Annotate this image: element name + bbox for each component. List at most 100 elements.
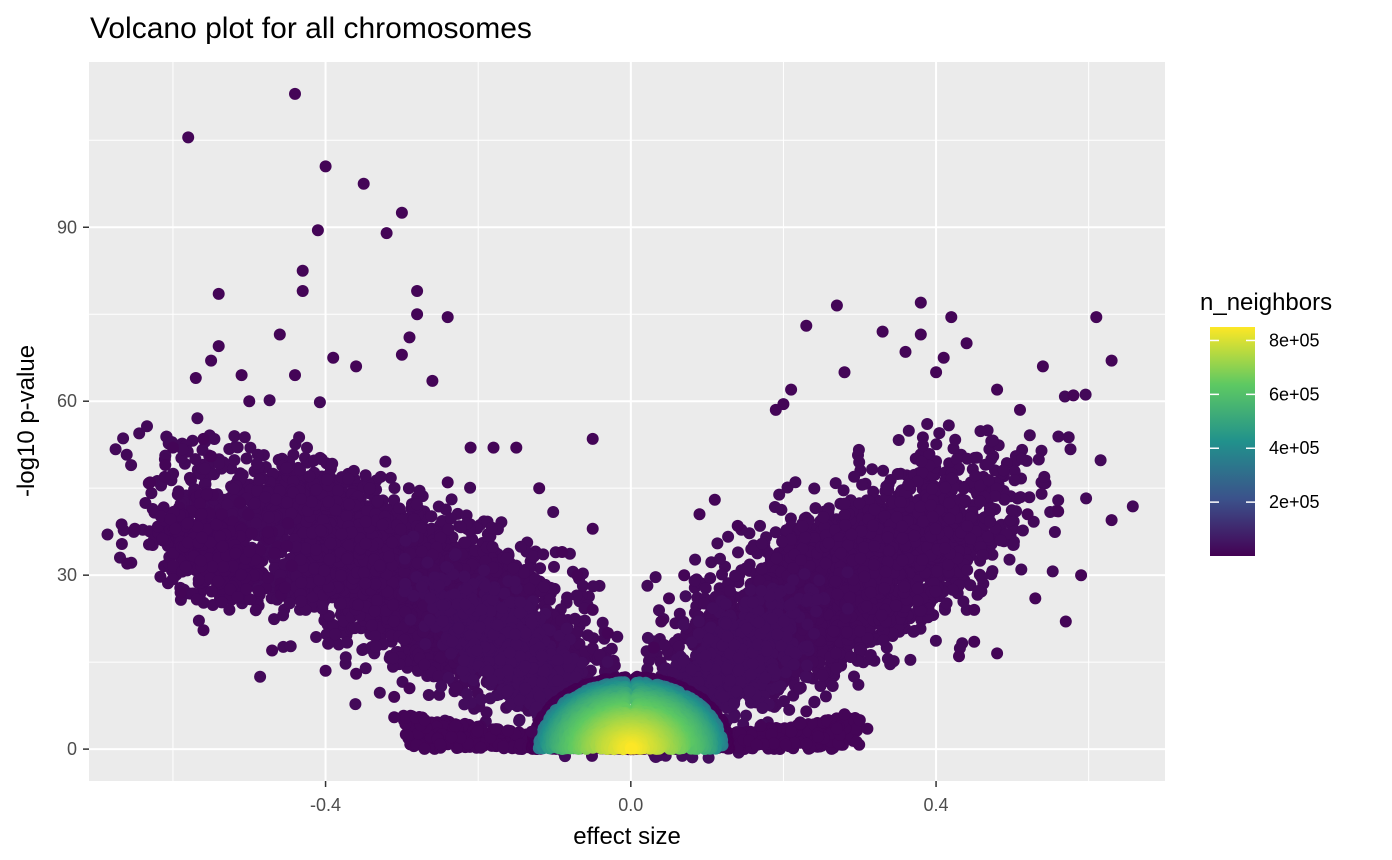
data-point bbox=[195, 508, 208, 521]
data-point bbox=[313, 396, 326, 409]
data-point bbox=[191, 412, 204, 425]
data-point bbox=[513, 694, 526, 707]
data-point bbox=[280, 540, 293, 552]
data-point bbox=[359, 537, 372, 550]
data-point bbox=[301, 441, 313, 454]
data-point bbox=[461, 688, 473, 700]
data-point bbox=[228, 454, 241, 467]
data-point bbox=[254, 670, 267, 683]
data-point bbox=[461, 583, 473, 596]
data-point bbox=[223, 603, 236, 616]
data-point bbox=[404, 613, 417, 626]
data-point bbox=[315, 453, 328, 466]
data-point bbox=[342, 472, 355, 485]
data-point bbox=[398, 633, 411, 646]
data-point bbox=[435, 680, 448, 693]
data-point bbox=[120, 448, 133, 461]
data-point bbox=[231, 441, 244, 454]
data-point bbox=[263, 394, 276, 407]
data-point bbox=[240, 452, 253, 465]
data-point bbox=[459, 536, 472, 549]
data-point bbox=[514, 540, 527, 553]
data-point bbox=[419, 638, 432, 650]
data-point bbox=[259, 491, 272, 504]
data-point bbox=[101, 528, 114, 541]
data-point bbox=[335, 528, 348, 541]
data-point bbox=[359, 577, 372, 590]
data-point bbox=[382, 550, 395, 563]
data-point bbox=[283, 597, 296, 610]
data-point bbox=[238, 431, 251, 444]
data-point bbox=[141, 420, 153, 433]
data-point bbox=[310, 483, 323, 496]
data-point bbox=[479, 580, 492, 593]
data-point bbox=[587, 580, 600, 593]
data-point bbox=[240, 583, 253, 596]
data-point bbox=[393, 502, 406, 515]
data-point bbox=[523, 582, 536, 595]
data-point bbox=[189, 453, 202, 466]
data-point bbox=[467, 674, 480, 687]
data-point bbox=[519, 660, 532, 673]
data-point bbox=[365, 619, 378, 632]
data-point bbox=[371, 594, 383, 607]
chart-title: Volcano plot for all chromosomes bbox=[90, 12, 532, 45]
data-point bbox=[242, 508, 255, 521]
data-point bbox=[373, 686, 386, 699]
data-point bbox=[322, 495, 335, 508]
data-point bbox=[145, 487, 158, 500]
data-point bbox=[503, 646, 516, 659]
data-point bbox=[446, 635, 459, 648]
data-point bbox=[248, 497, 261, 510]
data-point bbox=[158, 470, 171, 483]
data-point bbox=[1023, 429, 1036, 442]
data-point bbox=[200, 488, 213, 501]
data-point bbox=[370, 640, 383, 653]
major-gridlines bbox=[89, 62, 1165, 781]
data-point bbox=[1048, 526, 1061, 538]
data-point bbox=[537, 548, 550, 561]
data-point bbox=[326, 457, 339, 470]
data-point bbox=[445, 493, 458, 506]
data-point bbox=[502, 664, 514, 676]
data-point bbox=[262, 526, 274, 539]
data-point bbox=[551, 674, 564, 687]
data-point bbox=[415, 545, 428, 558]
data-point bbox=[169, 522, 182, 535]
data-point bbox=[518, 566, 530, 579]
data-point bbox=[295, 493, 307, 505]
data-point bbox=[318, 564, 331, 577]
data-point bbox=[450, 681, 463, 694]
data-point bbox=[253, 473, 266, 486]
data-point bbox=[596, 616, 609, 629]
data-point bbox=[310, 631, 323, 643]
data-point bbox=[560, 622, 573, 635]
data-point bbox=[398, 552, 411, 565]
data-point bbox=[494, 654, 507, 666]
data-point bbox=[399, 577, 412, 590]
data-point bbox=[458, 698, 471, 711]
data-point bbox=[422, 689, 435, 701]
data-point bbox=[281, 496, 293, 509]
data-point bbox=[501, 685, 513, 698]
data-point bbox=[410, 498, 423, 511]
data-point bbox=[415, 580, 428, 593]
data-point bbox=[125, 459, 138, 472]
data-point bbox=[349, 698, 362, 711]
data-point bbox=[508, 575, 521, 588]
data-point bbox=[115, 518, 128, 531]
data-point bbox=[262, 572, 274, 584]
data-point bbox=[363, 482, 376, 495]
data-point bbox=[433, 579, 445, 592]
data-point bbox=[294, 595, 307, 608]
data-point bbox=[245, 527, 258, 540]
data-point bbox=[581, 629, 594, 642]
data-point bbox=[440, 561, 453, 573]
data-point bbox=[345, 526, 358, 539]
data-point bbox=[457, 654, 470, 667]
data-point bbox=[352, 599, 364, 611]
data-point bbox=[217, 560, 230, 573]
data-point bbox=[115, 538, 128, 550]
data-point bbox=[285, 559, 298, 572]
